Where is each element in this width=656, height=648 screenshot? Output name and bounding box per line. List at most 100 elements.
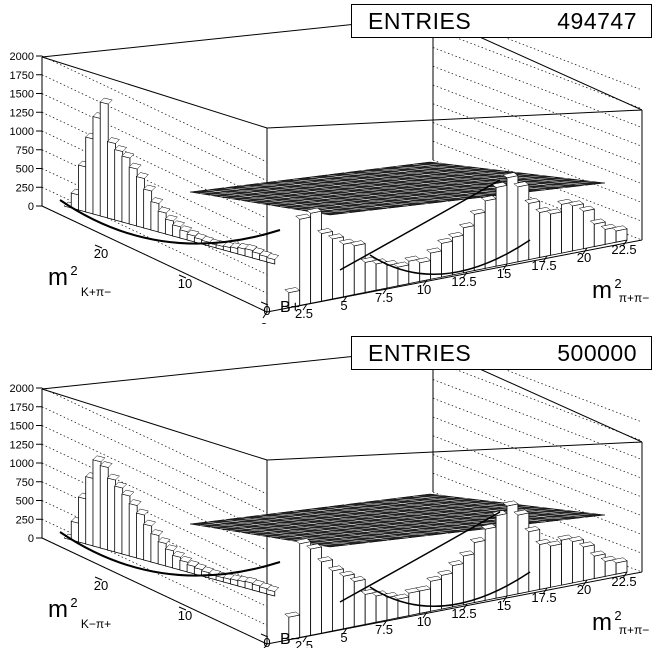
front-bar (342, 241, 355, 298)
front-bar-top (589, 550, 606, 557)
front-bar (561, 201, 573, 254)
left-bar (107, 140, 116, 221)
front-bar-top (426, 575, 443, 582)
plateau-grid (327, 506, 488, 529)
front-bar-top (611, 225, 628, 232)
front-bar (462, 225, 475, 274)
front-bar-top (338, 570, 355, 577)
front-bar (517, 512, 530, 595)
lego-plot-bminus: 0 250 500 750 1000 1250 1500 1750 2000 0 2.5 5 7.5 10… (10, 341, 649, 648)
left-bar-top (172, 550, 186, 558)
front-bar-top (327, 233, 344, 240)
z-grid-line-right (432, 397, 643, 479)
front-bar-top (469, 537, 486, 543)
front-bar-top (589, 218, 606, 225)
front-bar-top (458, 222, 475, 228)
front-bar-top (316, 228, 334, 234)
z-grid-line-right (432, 360, 643, 442)
front-bar (452, 562, 464, 608)
left-bar (136, 175, 145, 229)
front-bar-top (393, 593, 410, 600)
left-bar-top (99, 97, 113, 105)
y-tick-label: 0 (263, 635, 270, 648)
left-bar (85, 136, 95, 215)
front-bar-top (436, 237, 454, 244)
y-axis-title-sub: K−π+ (81, 617, 111, 631)
front-bar (473, 539, 486, 604)
y-tick (94, 244, 103, 249)
floor-front-edge (41, 205, 268, 313)
stats-label: ENTRIES (368, 340, 472, 366)
left-bar (164, 218, 174, 237)
x-tick (302, 635, 308, 643)
left-bar-top (172, 220, 186, 228)
front-bar (528, 528, 541, 593)
z-tick-label: 1750 (10, 402, 34, 414)
z-grid-line-right (432, 47, 643, 128)
left-bar-top (179, 555, 193, 563)
left-bar (114, 485, 124, 555)
plateau-grid (395, 498, 566, 520)
front-bar-top (415, 257, 432, 263)
front-bar (550, 543, 562, 588)
z-grid-line (41, 462, 268, 570)
left-bar-top (121, 151, 135, 159)
front-bar-top (349, 576, 366, 582)
front-bar-top (524, 526, 541, 532)
z-grid-line-right (432, 379, 643, 460)
x-tick (382, 619, 388, 627)
front-bar (441, 240, 453, 278)
y-tick-label: 10 (178, 608, 192, 623)
left-bar-top (251, 579, 265, 587)
x-axis-title-sub: π+π− (619, 291, 650, 305)
x-tick (462, 603, 468, 611)
z-grid-line-right (432, 103, 643, 185)
left-bar-top (164, 214, 178, 222)
left-bar-top (186, 560, 200, 567)
left-bar (164, 548, 174, 569)
x-tick-label: 20 (577, 582, 591, 597)
stats-box: ENTRIES 494747 (351, 4, 652, 38)
plateau-grid (309, 511, 581, 544)
front-bar-top (284, 287, 301, 293)
x-tick-label: 22.5 (611, 574, 636, 589)
floor-right-edge (266, 239, 643, 313)
y-tick-label: 10 (178, 276, 192, 291)
y-tick (178, 606, 187, 611)
y-tick (178, 274, 187, 279)
z-grid-line (41, 111, 268, 219)
front-bar-top (567, 200, 584, 207)
x-tick-label: 2.5 (295, 638, 313, 648)
front-bar-top (458, 550, 475, 557)
x-tick-label: 17.5 (531, 258, 556, 273)
stats-box: ENTRIES 500000 (351, 336, 652, 370)
y-tick (260, 633, 269, 638)
front-bar-top (415, 585, 432, 592)
plateau-grid (412, 495, 586, 518)
front-bar-top (295, 213, 312, 220)
central-plateau (189, 161, 606, 216)
left-bar-top (164, 544, 178, 552)
z-grid-line (41, 443, 268, 551)
left-bar-top (106, 473, 120, 481)
z-tick-label: 0 (28, 201, 34, 213)
front-bar (321, 230, 333, 302)
z-grid-line-right (432, 122, 643, 203)
front-bar (593, 553, 606, 580)
front-bar-top (327, 565, 344, 572)
x-tick (502, 263, 508, 271)
x-tick-label: 7.5 (375, 290, 393, 305)
z-tick-label: 1250 (10, 439, 34, 451)
z-grid-line (41, 130, 268, 238)
x-tick (542, 587, 548, 595)
ridge-curve (59, 199, 281, 245)
left-bar (92, 459, 102, 549)
left-bar (157, 540, 167, 567)
z-grid-line-right (432, 65, 643, 147)
front-bar (452, 234, 464, 276)
front-bar (561, 537, 573, 586)
z-grid-line (41, 387, 268, 495)
front-bar-top (578, 541, 595, 548)
z-tick-label: 2000 (10, 51, 34, 63)
plateau-grid (309, 176, 468, 200)
